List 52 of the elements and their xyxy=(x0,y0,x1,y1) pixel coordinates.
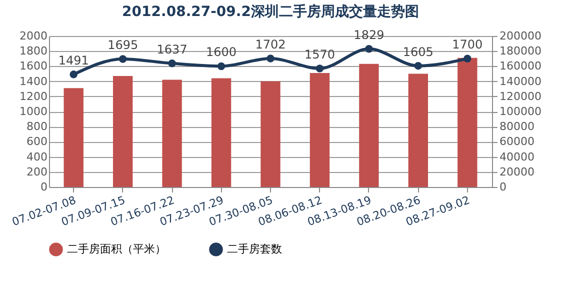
point xyxy=(118,55,127,63)
point xyxy=(464,54,472,63)
point xyxy=(168,60,176,68)
y-tick-label: 800 xyxy=(26,120,48,134)
legend-label: 二手房套数 xyxy=(227,242,282,256)
y2-tick-label: 200000 xyxy=(500,30,542,42)
point xyxy=(316,64,324,72)
point xyxy=(266,54,274,62)
y2-tick-label: 80000 xyxy=(500,120,534,134)
data-label: 1695 xyxy=(108,38,138,52)
bar xyxy=(458,58,478,187)
y2-tick-label: 40000 xyxy=(500,150,534,164)
y-tick-label: 1000 xyxy=(20,105,48,118)
y-tick-label: 1600 xyxy=(20,60,48,73)
chart-title: 2012.08.27-09.2深圳二手房周成交量走势图 xyxy=(122,2,419,20)
bar xyxy=(408,74,428,187)
y2-tick-label: 0 xyxy=(500,180,506,194)
bar xyxy=(260,81,280,187)
y-tick-label: 2000 xyxy=(20,30,48,42)
data-label: 1829 xyxy=(354,28,384,42)
y-tick-label: 1200 xyxy=(20,90,48,103)
data-label: 1605 xyxy=(402,44,434,59)
point xyxy=(217,62,226,70)
y-tick-label: 600 xyxy=(26,135,48,148)
y-tick-label: 1800 xyxy=(20,44,48,58)
y2-tick-label: 60000 xyxy=(500,135,534,148)
y2-tick-label: 20000 xyxy=(500,165,534,178)
y-tick-label: 1400 xyxy=(20,74,48,88)
y2-tick-label: 160000 xyxy=(500,60,542,73)
y-tick-label: 200 xyxy=(26,165,48,178)
bar xyxy=(64,88,84,187)
data-label: 1637 xyxy=(156,42,188,56)
bar xyxy=(162,80,182,187)
data-label: 1702 xyxy=(255,38,286,52)
bar xyxy=(112,76,133,187)
data-label: 1700 xyxy=(452,38,483,52)
data-label: 1600 xyxy=(206,45,237,60)
y2-tick-label: 180000 xyxy=(500,44,542,58)
data-label: 1570 xyxy=(304,47,335,62)
point xyxy=(70,70,78,78)
data-label: 1491 xyxy=(58,53,89,68)
y-tick-label: 400 xyxy=(26,150,48,164)
y2-tick-label: 120000 xyxy=(500,90,542,103)
bar xyxy=(310,72,330,187)
bar xyxy=(359,64,379,187)
point xyxy=(414,62,422,70)
legend-label: 二手房面积（平米） xyxy=(67,242,166,256)
y2-tick-label: 140000 xyxy=(500,74,542,88)
point xyxy=(365,45,373,53)
y2-tick-label: 100000 xyxy=(500,105,542,118)
y-tick-label: 0 xyxy=(40,180,48,194)
bar xyxy=(211,78,232,187)
